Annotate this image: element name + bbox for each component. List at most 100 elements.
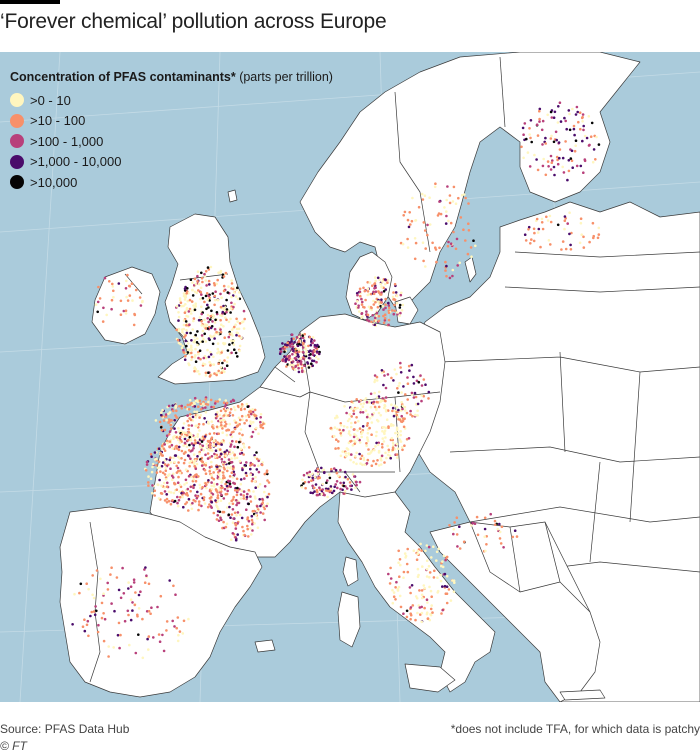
sample-point xyxy=(370,320,373,324)
sample-point xyxy=(160,413,163,417)
sample-point xyxy=(193,277,197,281)
europe-map[interactable] xyxy=(0,52,700,702)
sample-point xyxy=(222,325,225,328)
sample-point xyxy=(116,633,120,637)
sample-point xyxy=(403,210,407,214)
sample-point xyxy=(556,158,559,162)
sample-point xyxy=(246,518,249,521)
sample-point xyxy=(223,306,226,310)
sample-point xyxy=(401,448,404,452)
sample-point xyxy=(235,331,239,335)
sample-point xyxy=(223,336,226,340)
sample-point xyxy=(298,335,301,339)
sample-point xyxy=(345,454,348,458)
sample-point xyxy=(423,587,427,590)
sample-point xyxy=(211,342,215,346)
sample-point xyxy=(232,430,235,434)
sample-point xyxy=(205,446,209,449)
sample-point xyxy=(310,362,313,366)
sample-point xyxy=(297,339,301,343)
sample-point xyxy=(406,382,410,386)
sample-point xyxy=(160,411,163,414)
sample-point xyxy=(251,430,255,434)
sample-point xyxy=(372,292,376,296)
sample-point xyxy=(376,305,380,309)
sample-point xyxy=(207,337,211,340)
sample-point xyxy=(361,315,364,318)
sample-point xyxy=(194,500,197,503)
sample-point xyxy=(300,366,304,370)
sample-point xyxy=(302,351,305,354)
sample-point xyxy=(421,241,425,244)
sample-point xyxy=(462,540,466,544)
sample-point xyxy=(532,227,536,231)
sample-point xyxy=(185,445,189,449)
sample-point xyxy=(240,336,243,340)
sample-point xyxy=(425,544,429,547)
sample-point xyxy=(245,495,249,499)
sample-point xyxy=(205,292,209,295)
sample-point xyxy=(188,298,192,302)
sample-point xyxy=(372,412,376,415)
sample-point xyxy=(581,115,584,119)
sample-point xyxy=(177,327,181,331)
sample-point xyxy=(239,405,242,409)
sample-point xyxy=(195,424,199,428)
sample-point xyxy=(403,417,406,421)
sample-point xyxy=(251,420,255,424)
sample-point xyxy=(110,602,113,605)
sample-point xyxy=(384,451,387,455)
sample-point xyxy=(564,119,567,123)
sample-point xyxy=(263,490,266,494)
sample-point xyxy=(261,497,264,501)
sample-point xyxy=(200,305,203,309)
sample-point xyxy=(220,493,223,497)
sample-point xyxy=(313,339,316,342)
sample-point xyxy=(443,572,447,576)
sample-point xyxy=(395,442,399,446)
sample-point xyxy=(304,486,307,490)
sample-point xyxy=(216,347,220,351)
sample-point xyxy=(339,468,342,472)
sample-point xyxy=(549,220,553,224)
sample-point xyxy=(213,294,217,298)
sample-point xyxy=(381,304,385,308)
sample-point xyxy=(374,434,378,438)
sample-point xyxy=(302,482,305,485)
sample-point xyxy=(223,487,227,491)
sample-point xyxy=(256,526,260,529)
sample-point xyxy=(150,491,154,495)
sample-point xyxy=(213,372,216,375)
sample-point xyxy=(175,328,178,332)
sample-point xyxy=(208,296,211,300)
legend-item: >10,000 xyxy=(10,172,333,193)
sample-point xyxy=(198,503,201,507)
sample-point xyxy=(213,298,217,302)
sample-point xyxy=(207,400,210,404)
sample-point xyxy=(281,342,284,345)
sample-point xyxy=(141,300,144,304)
sample-point xyxy=(359,402,363,406)
sample-point xyxy=(384,306,387,310)
sample-point xyxy=(230,332,233,335)
sample-point xyxy=(355,462,358,466)
sample-point xyxy=(330,467,333,471)
sample-point xyxy=(422,378,426,381)
sample-point xyxy=(344,451,348,455)
sample-point xyxy=(226,466,229,469)
sample-point xyxy=(212,282,216,285)
sample-point xyxy=(567,159,571,162)
sample-point xyxy=(419,542,422,546)
sample-point xyxy=(255,468,259,471)
sample-point xyxy=(193,464,196,468)
sample-point xyxy=(414,219,417,222)
sample-point xyxy=(168,411,172,414)
sample-point xyxy=(389,456,393,460)
sample-point xyxy=(222,275,226,278)
sample-point xyxy=(202,498,206,502)
sample-point xyxy=(182,505,185,509)
sample-point xyxy=(234,351,238,355)
sample-point xyxy=(471,521,475,525)
sample-point xyxy=(236,355,239,358)
sample-point xyxy=(556,223,560,227)
